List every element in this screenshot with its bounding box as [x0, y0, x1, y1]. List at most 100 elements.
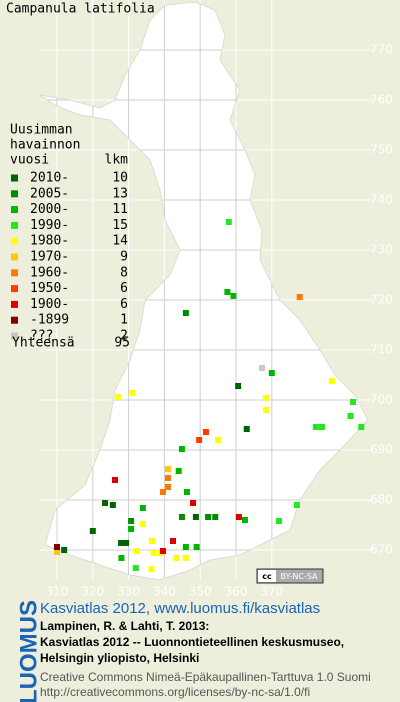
- observation: [243, 426, 250, 432]
- legend-count: 15: [112, 218, 128, 233]
- y-tick-label: 690: [370, 443, 393, 457]
- observation: [235, 514, 242, 520]
- y-tick-label: 760: [370, 93, 393, 107]
- y-tick-label: 740: [370, 193, 393, 207]
- legend-swatch: [11, 253, 18, 261]
- observation: [159, 489, 166, 495]
- legend-swatch: [11, 190, 18, 198]
- observation: [224, 289, 231, 295]
- x-tick-label: 370: [260, 585, 283, 599]
- observation: [205, 514, 212, 520]
- observation: [178, 446, 185, 452]
- x-tick-label: 310: [46, 585, 69, 599]
- observation: [164, 484, 171, 490]
- legend-swatch: [11, 316, 18, 324]
- observation: [293, 502, 300, 508]
- observation: [114, 394, 121, 400]
- observation: [54, 544, 60, 550]
- legend-label: 2010-: [30, 171, 69, 186]
- observation: [128, 518, 135, 524]
- observation: [182, 555, 189, 561]
- legend-heading: Uusimman: [10, 123, 73, 138]
- badge-icon: cc: [262, 572, 272, 581]
- observation: [263, 395, 270, 401]
- observation: [225, 219, 232, 225]
- x-tick-label: 330: [117, 585, 140, 599]
- legend-label: 1970-: [30, 250, 69, 265]
- badge-text: BY-NC-SA: [280, 572, 318, 581]
- observation: [173, 555, 180, 561]
- observation: [118, 555, 125, 561]
- observation: [268, 370, 275, 376]
- legend-heading: havainnon: [10, 138, 80, 153]
- observation: [202, 429, 209, 435]
- y-tick-label: 750: [370, 143, 393, 157]
- observation: [263, 407, 270, 413]
- observation: [296, 294, 303, 300]
- legend-count: 6: [120, 297, 128, 312]
- legend-swatch: [11, 237, 18, 245]
- observation: [193, 544, 200, 550]
- observation: [150, 550, 157, 556]
- legend-swatch: [11, 269, 18, 277]
- observation: [118, 540, 125, 546]
- legend-count: 1: [120, 313, 128, 328]
- x-tick-label: 360: [225, 585, 248, 599]
- legend-count: 9: [120, 250, 128, 265]
- observation: [133, 548, 140, 554]
- observation: [347, 413, 354, 419]
- observation: [190, 500, 197, 506]
- legend-label: 1900-: [30, 297, 69, 312]
- observation: [164, 466, 171, 472]
- observation: [358, 424, 365, 430]
- site-link[interactable]: Kasviatlas 2012, www.luomus.fi/kasviatla…: [40, 600, 320, 617]
- observation: [192, 514, 199, 520]
- observation: [111, 477, 118, 483]
- observation: [148, 538, 155, 544]
- observation: [312, 424, 319, 430]
- observation: [128, 526, 135, 532]
- observation: [54, 549, 60, 555]
- observation: [275, 518, 282, 524]
- legend-total-label: Yhteensä: [12, 336, 75, 351]
- y-tick-label: 700: [370, 393, 393, 407]
- legend-label: -1899: [30, 313, 69, 328]
- legend-count: 2: [120, 329, 128, 344]
- observation: [212, 514, 219, 520]
- legend-label: 1980-: [30, 234, 69, 249]
- y-tick-label: 670: [370, 543, 393, 557]
- map-title: Campanula latifolia: [6, 2, 155, 17]
- observation: [129, 390, 136, 396]
- legend-count-heading: lkm: [105, 153, 129, 168]
- legend-swatch: [11, 221, 18, 229]
- legend-count: 13: [112, 186, 128, 201]
- license: Creative Commons Nimeä-Epäkaupallinen-Ta…: [40, 670, 371, 684]
- observation: [178, 514, 185, 520]
- legend-count: 14: [112, 234, 128, 249]
- observation: [159, 548, 166, 554]
- license-url[interactable]: http://creativecommons.org/licenses/by-n…: [40, 685, 310, 699]
- observation: [196, 437, 203, 443]
- legend-heading: vuosi: [10, 153, 49, 168]
- observation: [123, 540, 130, 546]
- observation: [182, 544, 189, 550]
- legend-total: 95: [114, 336, 130, 351]
- legend-swatch: [11, 285, 18, 293]
- legend-label: ???: [30, 329, 53, 344]
- license-badge: cc BY-NC-SA: [256, 568, 324, 584]
- observation: [182, 310, 189, 316]
- observation: [215, 437, 222, 443]
- observation: [61, 547, 68, 553]
- legend-label: 1990-: [30, 218, 69, 233]
- observation: [259, 365, 266, 371]
- citation: Helsingin yliopisto, Helsinki: [40, 651, 199, 665]
- legend-swatch: [11, 206, 18, 214]
- observation: [175, 468, 182, 474]
- observation: [101, 500, 108, 506]
- y-tick-label: 770: [370, 43, 393, 57]
- land: [39, 1, 369, 581]
- logo: LUOMUS: [15, 600, 42, 702]
- citation: Lampinen, R. & Lahti, T. 2013:: [40, 619, 209, 633]
- x-tick-label: 340: [153, 585, 176, 599]
